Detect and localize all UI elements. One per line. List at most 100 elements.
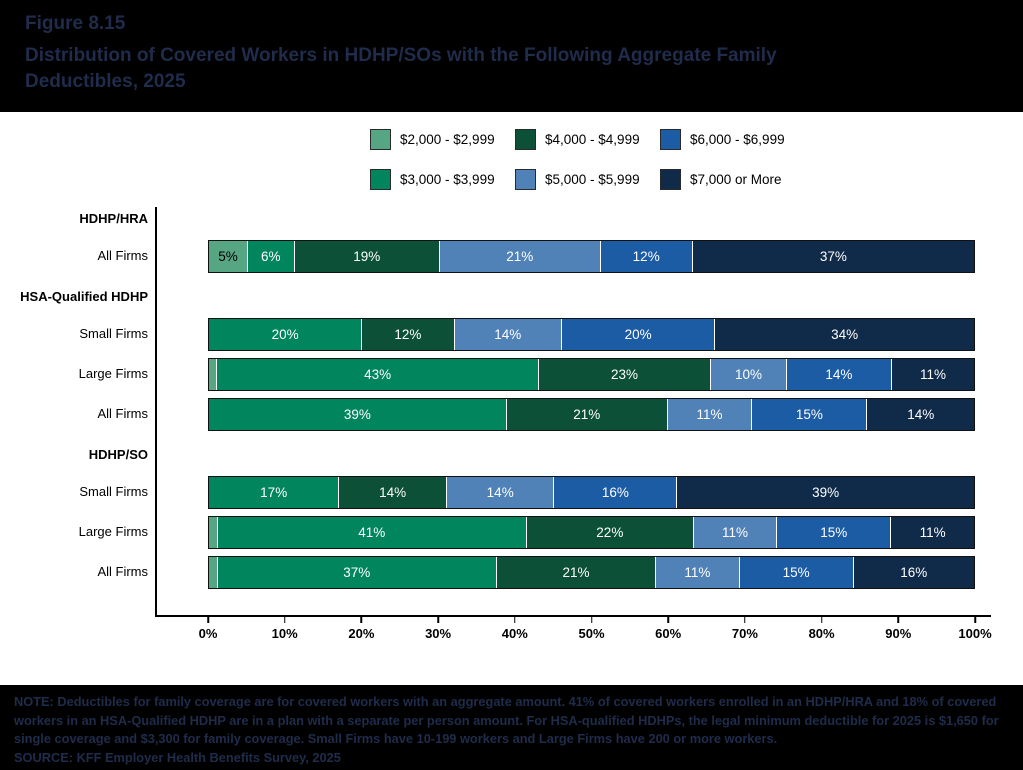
bar-segment: 41%	[216, 517, 527, 548]
chart-row: Small Firms 17% 14% 14% 16% 39%	[0, 476, 1023, 509]
bar-segment: 11%	[654, 557, 739, 588]
bar-segment: 20%	[561, 319, 715, 350]
bar-segment: 37%	[216, 557, 496, 588]
figure-number: Figure 8.15	[25, 13, 126, 34]
segment-value-label: 14%	[486, 485, 514, 500]
legend-label: $2,000 - $2,999	[400, 131, 495, 147]
bar-segment	[209, 557, 217, 588]
legend-item: $4,000 - $4,999	[515, 128, 660, 150]
bar-segment: 14%	[445, 477, 554, 508]
row-label: All Firms	[97, 564, 148, 580]
segment-value-label: 16%	[601, 485, 629, 500]
group-header-label: HDHP/SO	[88, 446, 148, 462]
row-label: Large Firms	[78, 366, 148, 382]
segment-value-label: 12%	[394, 327, 422, 342]
x-axis-line	[155, 615, 991, 617]
legend-label: $5,000 - $5,999	[545, 171, 640, 187]
bar-segment: 11%	[692, 517, 777, 548]
legend-label: $4,000 - $4,999	[545, 131, 640, 147]
bar-segment: 14%	[866, 399, 975, 430]
segment-value-label: 21%	[562, 565, 590, 580]
bar-segment: 14%	[338, 477, 446, 508]
x-tick-mark	[437, 616, 439, 623]
x-tick-label: 100%	[958, 626, 992, 641]
bar-segment: 22%	[526, 517, 693, 548]
x-tick-mark	[897, 616, 900, 623]
x-tick-label: 70%	[731, 626, 758, 641]
legend-swatch	[660, 168, 681, 190]
stacked-bar: 5% 6% 19% 21% 12% 37%	[208, 240, 975, 273]
bar-segment: 10%	[710, 359, 786, 390]
bar-track: 20% 12% 14% 20% 34%	[208, 318, 975, 351]
segment-value-label: 21%	[506, 249, 534, 264]
bar-segment: 5%	[209, 241, 247, 272]
segment-value-label: 14%	[825, 367, 853, 382]
legend-label: $6,000 - $6,999	[690, 131, 785, 147]
segment-value-label: 5%	[218, 249, 238, 264]
x-tick-label: 40%	[501, 626, 528, 641]
legend-item: $3,000 - $3,999	[370, 168, 515, 190]
row-label: Small Firms	[79, 484, 148, 500]
row-label: Small Firms	[79, 326, 148, 342]
segment-value-label: 41%	[358, 525, 386, 540]
bar-segment: 14%	[453, 319, 562, 350]
bar-track: 43% 23% 10% 14% 11%	[208, 358, 975, 391]
legend: $2,000 - $2,999 $3,000 - $3,999 $4,000 - $…	[370, 128, 1023, 190]
bar-segment: 37%	[691, 241, 974, 272]
segment-value-label: 11%	[919, 525, 946, 540]
legend-swatch	[370, 128, 391, 150]
x-tick-label: 20%	[348, 626, 375, 641]
segment-value-label: 19%	[353, 249, 381, 264]
bar-segment: 15%	[751, 399, 867, 430]
x-tick-mark	[207, 616, 209, 623]
source-text: SOURCE: KFF Employer Health Benefits Sur…	[14, 749, 341, 765]
stacked-bar: 20% 12% 14% 20% 34%	[208, 318, 975, 351]
segment-value-label: 16%	[900, 565, 928, 580]
bar-segment: 23%	[537, 359, 711, 390]
legend-swatch	[515, 128, 536, 150]
x-tick-label: 50%	[578, 626, 605, 641]
legend-swatch	[515, 168, 536, 190]
x-tick-label: 80%	[808, 626, 835, 641]
bar-segment: 6%	[247, 241, 294, 272]
bar-segment: 19%	[293, 241, 439, 272]
segment-value-label: 37%	[819, 249, 847, 264]
chart-row: All Firms 39% 21% 11% 15% 14%	[0, 398, 1023, 431]
legend-swatch	[370, 168, 391, 190]
bar-segment: 20%	[209, 319, 362, 350]
bar-segment: 11%	[890, 517, 974, 548]
legend-item: $6,000 - $6,999	[660, 128, 805, 150]
segment-value-label: 43%	[364, 367, 392, 382]
bar-segment: 11%	[666, 399, 752, 430]
segment-value-label: 12%	[632, 249, 660, 264]
legend-item: $7,000 or More	[660, 168, 805, 190]
bar-segment: 11%	[891, 359, 974, 390]
segment-value-label: 11%	[721, 525, 748, 540]
legend-item: $5,000 - $5,999	[515, 168, 660, 190]
x-tick-label: 10%	[271, 626, 298, 641]
segment-value-label: 6%	[261, 249, 281, 264]
bar-track: 5% 6% 19% 21% 12% 37%	[208, 240, 975, 273]
segment-value-label: 14%	[494, 327, 522, 342]
segment-value-label: 14%	[907, 407, 935, 422]
segment-value-label: 10%	[734, 367, 762, 382]
x-axis-ticks: 0% 10% 20% 30% 40% 50% 60% 70% 80% 90% 100%	[199, 615, 992, 649]
y-axis-line	[155, 207, 157, 615]
bar-segment: 39%	[209, 399, 506, 430]
x-tick-mark	[667, 616, 669, 623]
bar-segment: 21%	[495, 557, 655, 588]
segment-value-label: 20%	[624, 327, 652, 342]
bar-segment: 17%	[209, 477, 339, 508]
bar-track: 41% 22% 11% 15% 11%	[208, 516, 975, 549]
segment-value-label: 15%	[795, 407, 823, 422]
chart-row: Large Firms 41% 22% 11% 15% 11%	[0, 516, 1023, 549]
bar-segment: 21%	[439, 241, 600, 272]
bar-segment	[209, 359, 217, 390]
legend-label: $7,000 or More	[690, 171, 782, 187]
group-header-row: HSA-Qualified HDHP	[0, 285, 1023, 309]
segment-value-label: 11%	[920, 367, 947, 382]
x-tick-label: 0%	[198, 626, 218, 641]
row-label: All Firms	[97, 248, 148, 264]
x-tick-label: 90%	[885, 626, 912, 641]
